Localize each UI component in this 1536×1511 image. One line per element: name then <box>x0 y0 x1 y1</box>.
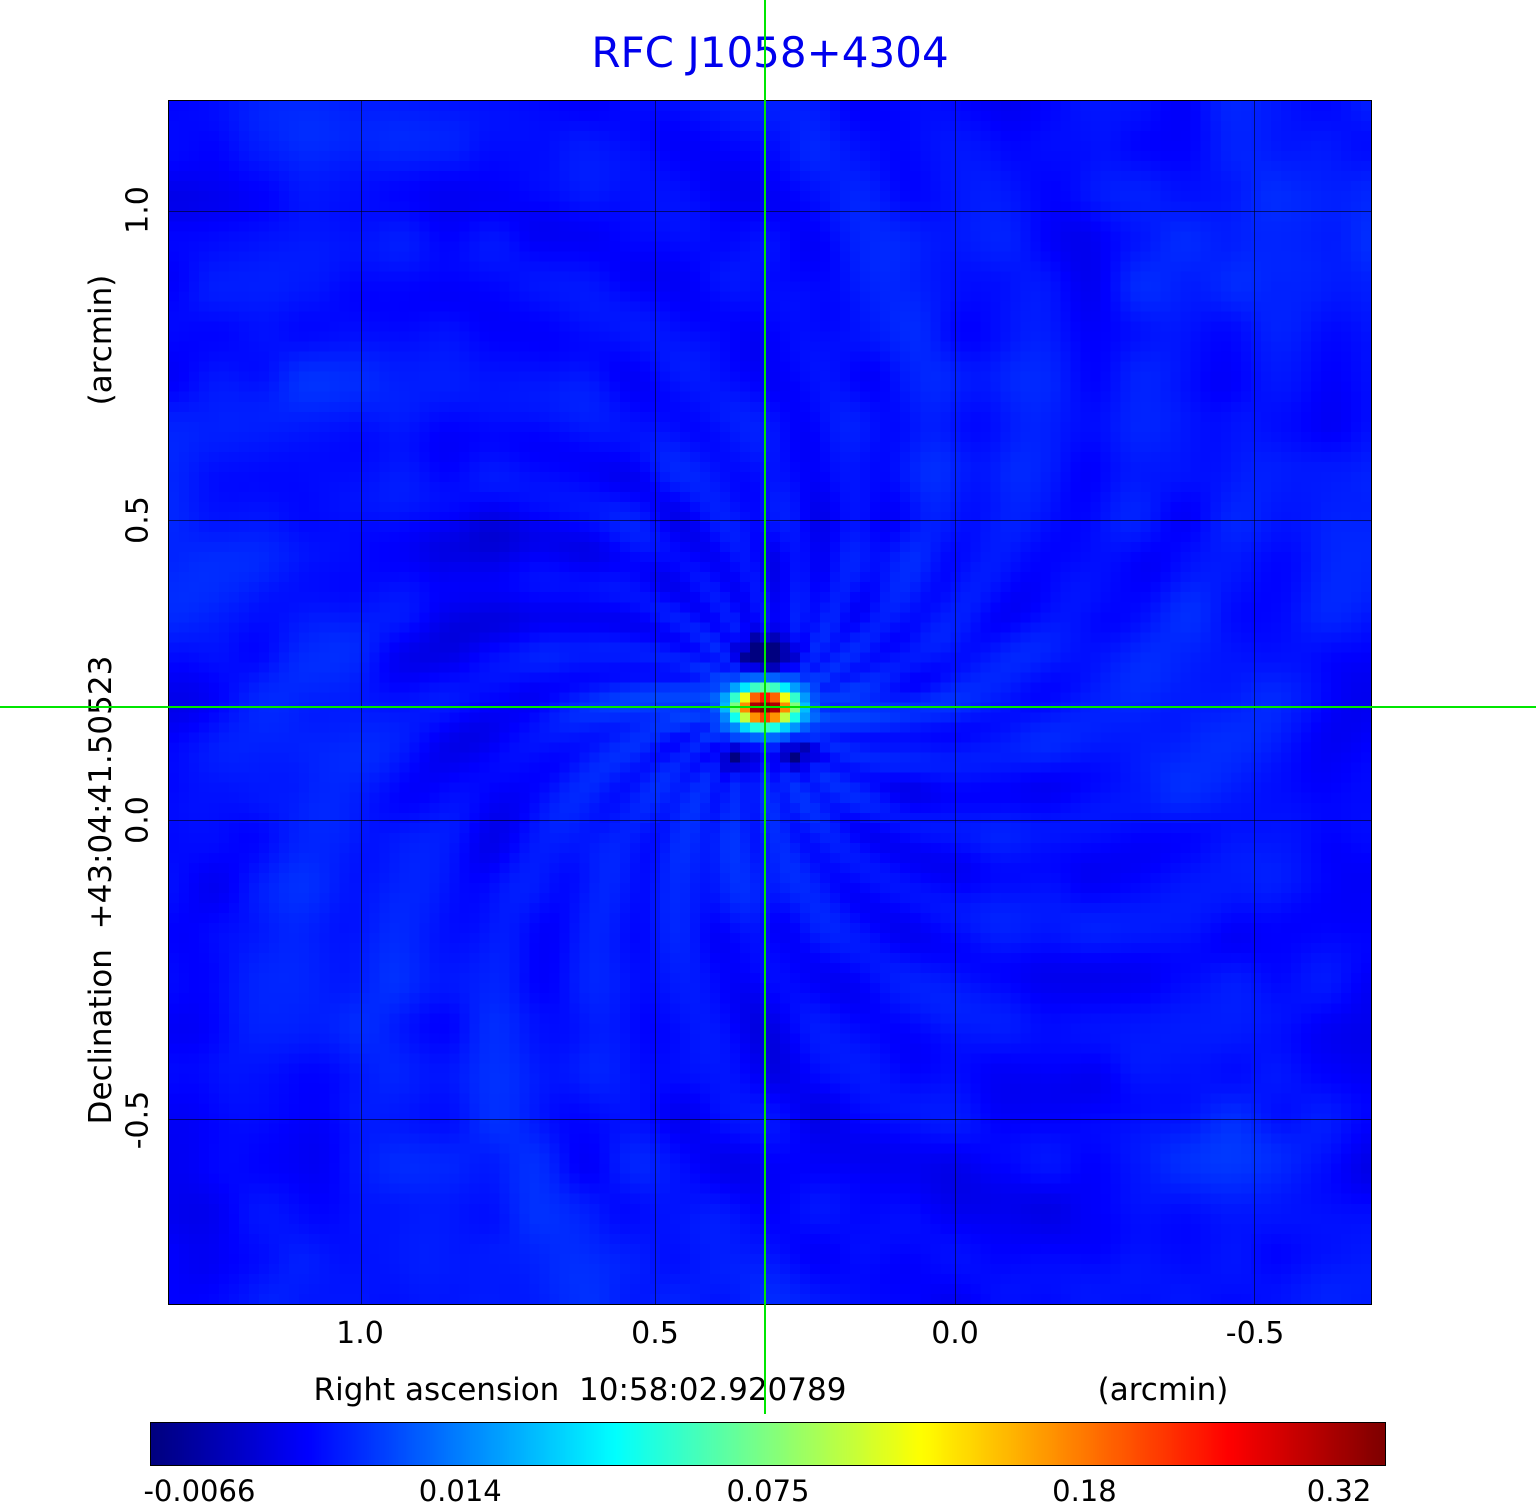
y-tick-label: 0.0 <box>120 796 156 844</box>
y-tick-label: -0.5 <box>120 1090 156 1150</box>
crosshair-horizontal-line <box>0 705 1536 708</box>
grid-line-horizontal <box>169 819 1371 821</box>
heatmap-image <box>169 101 1371 1304</box>
colorbar-tick-label: 0.18 <box>1052 1474 1117 1508</box>
colorbar-tick-label: 0.32 <box>1306 1474 1372 1508</box>
x-tick-label: 1.0 <box>336 1316 384 1351</box>
heatmap-plot <box>168 100 1372 1305</box>
y-tick-label: 1.0 <box>120 186 156 234</box>
y-tick-label: 0.5 <box>120 496 156 544</box>
x-axis-unit-label: (arcmin) <box>1097 1372 1229 1408</box>
x-tick-label: 0.0 <box>931 1316 979 1351</box>
colorbar-tick-label: -0.0066 <box>143 1474 256 1508</box>
colorbar-tick-label: 0.014 <box>418 1474 502 1508</box>
grid-line-horizontal <box>169 520 1371 522</box>
grid-line-vertical <box>1254 101 1256 1304</box>
grid-line-vertical <box>360 101 362 1304</box>
grid-line-vertical <box>954 101 956 1304</box>
x-axis-label: Right ascension 10:58:02.920789 <box>313 1372 847 1408</box>
y-axis-unit-label: (arcmin) <box>83 274 119 406</box>
grid-line-vertical <box>655 101 657 1304</box>
colorbar <box>150 1422 1386 1466</box>
y-axis-label: Declination +43:04:41.50523 <box>83 655 119 1125</box>
x-tick-label: -0.5 <box>1225 1316 1285 1351</box>
grid-line-horizontal <box>169 1119 1371 1121</box>
plot-title: RFC J1058+4304 <box>591 28 949 77</box>
x-tick-label: 0.5 <box>631 1316 679 1351</box>
colorbar-tick-label: 0.075 <box>726 1474 810 1508</box>
grid-line-horizontal <box>169 210 1371 212</box>
colorbar-gradient <box>151 1423 1385 1465</box>
